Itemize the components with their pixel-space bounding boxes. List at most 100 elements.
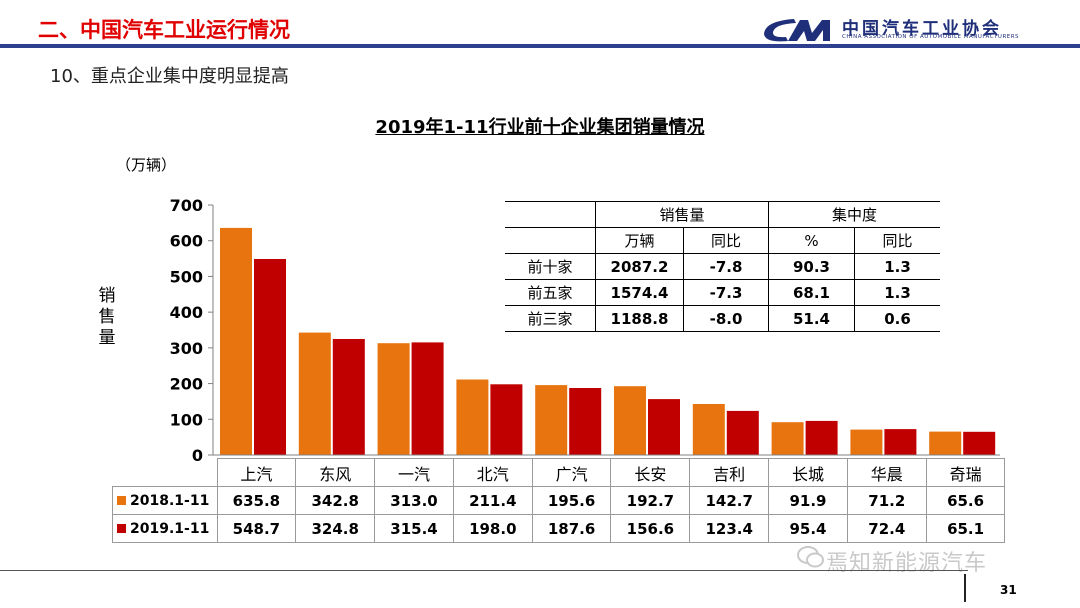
category-label-长安: 长安 bbox=[610, 458, 691, 487]
value-2019-华晨: 72.4 bbox=[846, 514, 927, 543]
concentration-value: -8.0 bbox=[683, 305, 769, 332]
unit-label: （万辆） bbox=[116, 156, 177, 174]
value-2019-上汽: 548.7 bbox=[216, 514, 297, 543]
concentration-row: 前十家 2087.2 -7.8 90.3 1.3 bbox=[505, 253, 940, 280]
value-2018-上汽: 635.8 bbox=[216, 486, 297, 515]
category-label-东风: 东风 bbox=[295, 458, 376, 487]
category-label-奇瑞: 奇瑞 bbox=[925, 458, 1006, 487]
header-divider bbox=[0, 44, 1080, 48]
value-2018-广汽: 195.6 bbox=[531, 486, 612, 515]
sub-header-yoy: 同比 bbox=[854, 227, 940, 254]
bar-2018-长安 bbox=[614, 386, 646, 455]
caam-logo-icon bbox=[764, 19, 830, 42]
watermark-text: 焉知新能源汽车 bbox=[826, 551, 988, 576]
bar-2019-长城 bbox=[805, 420, 838, 455]
concentration-value: -7.3 bbox=[683, 279, 769, 306]
y-tick-label: 300 bbox=[170, 339, 203, 358]
corner-cell bbox=[505, 227, 596, 254]
value-2019-长安: 156.6 bbox=[610, 514, 691, 543]
bar-2018-吉利 bbox=[692, 404, 725, 455]
legend-2018: 2018.1-11 bbox=[112, 486, 218, 515]
bars-layer bbox=[220, 227, 996, 456]
value-2018-长城: 91.9 bbox=[768, 486, 848, 515]
y-tick-label: 0 bbox=[192, 446, 203, 465]
y-ticks-layer: 0 100 200 300 400 500 600 700 bbox=[170, 196, 213, 465]
bar-2019-吉利 bbox=[726, 410, 759, 455]
value-2018-奇瑞: 65.6 bbox=[925, 486, 1006, 515]
value-2018-吉利: 142.7 bbox=[689, 486, 770, 515]
legend-swatch-2018 bbox=[117, 496, 126, 505]
bar-2018-奇瑞 bbox=[929, 431, 962, 455]
concentration-value: 0.6 bbox=[854, 305, 940, 332]
bar-2018-东风 bbox=[298, 332, 331, 455]
concentration-row-label: 前五家 bbox=[505, 279, 596, 306]
y-tick-label: 200 bbox=[170, 375, 203, 394]
bar-2018-广汽 bbox=[535, 385, 568, 455]
bar-2019-奇瑞 bbox=[963, 431, 996, 456]
value-2018-一汽: 313.0 bbox=[374, 486, 454, 515]
bar-2019-广汽 bbox=[569, 388, 602, 455]
concentration-value: 1.3 bbox=[854, 279, 940, 306]
concentration-row-label: 前三家 bbox=[505, 305, 596, 332]
concentration-value: 1574.4 bbox=[595, 279, 684, 306]
bar-2019-北汽 bbox=[490, 384, 523, 455]
category-label-华晨: 华晨 bbox=[846, 458, 927, 487]
value-2019-北汽: 198.0 bbox=[452, 514, 533, 543]
legend-2019: 2019.1-11 bbox=[112, 514, 218, 543]
footer-divider bbox=[0, 570, 968, 571]
value-2018-东风: 342.8 bbox=[295, 486, 376, 515]
concentration-row: 前五家 1574.4 -7.3 68.1 1.3 bbox=[505, 279, 940, 306]
y-tick-label: 100 bbox=[170, 410, 203, 429]
concentration-value: 2087.2 bbox=[595, 253, 684, 280]
concentration-row: 前三家 1188.8 -8.0 51.4 0.6 bbox=[505, 305, 940, 332]
wechat-icon bbox=[797, 546, 824, 568]
bar-2019-长安 bbox=[648, 399, 680, 455]
corner-cell bbox=[505, 201, 596, 228]
bar-2018-北汽 bbox=[456, 379, 489, 455]
category-label-广汽: 广汽 bbox=[531, 458, 612, 487]
bar-2018-一汽 bbox=[377, 343, 410, 455]
value-2019-东风: 324.8 bbox=[295, 514, 376, 543]
concentration-value: 1.3 bbox=[854, 253, 940, 280]
slide-subtitle: 10、重点企业集中度明显提高 bbox=[50, 66, 289, 87]
section-title: 二、中国汽车工业运行情况 bbox=[38, 18, 290, 42]
y-tick-label: 600 bbox=[170, 232, 203, 251]
y-tick-label: 500 bbox=[170, 267, 203, 286]
sub-header-percent: % bbox=[768, 227, 855, 254]
bar-2018-上汽 bbox=[220, 227, 252, 455]
value-2019-长城: 95.4 bbox=[768, 514, 848, 543]
concentration-value: 90.3 bbox=[768, 253, 855, 280]
concentration-value: 1188.8 bbox=[595, 305, 684, 332]
bar-2018-华晨 bbox=[850, 429, 883, 455]
data-table-corner bbox=[112, 458, 218, 487]
bar-2019-华晨 bbox=[884, 429, 917, 455]
chart-title: 2019年1-11行业前十企业集团销量情况 bbox=[375, 117, 705, 138]
data-table: 上汽 东风 一汽 北汽 广汽 长安 吉利 长城 华晨 奇瑞 2018.1-11 635.8 342.8… bbox=[112, 458, 1006, 543]
y-axis-label: 销售量 bbox=[98, 286, 116, 348]
concentration-value: 51.4 bbox=[768, 305, 855, 332]
category-label-长城: 长城 bbox=[768, 458, 848, 487]
concentration-value: -7.8 bbox=[683, 253, 769, 280]
concentration-row-label: 前十家 bbox=[505, 253, 596, 280]
value-2019-奇瑞: 65.1 bbox=[925, 514, 1006, 543]
bar-2019-上汽 bbox=[254, 259, 286, 455]
value-2018-长安: 192.7 bbox=[610, 486, 691, 515]
value-2019-吉利: 123.4 bbox=[689, 514, 770, 543]
value-2018-北汽: 211.4 bbox=[452, 486, 533, 515]
category-label-北汽: 北汽 bbox=[452, 458, 533, 487]
group-header-sales: 销售量 bbox=[595, 201, 769, 228]
category-label-吉利: 吉利 bbox=[689, 458, 770, 487]
bar-2019-一汽 bbox=[411, 342, 444, 455]
value-2019-一汽: 315.4 bbox=[374, 514, 454, 543]
y-tick-label: 400 bbox=[170, 303, 203, 322]
category-label-上汽: 上汽 bbox=[216, 458, 297, 487]
y-tick-label: 700 bbox=[170, 196, 203, 215]
legend-label-2018: 2018.1-11 bbox=[130, 492, 210, 509]
logo-english-name: CHINA ASSOCIATION OF AUTOMOBILE MANUFACT… bbox=[842, 34, 1020, 40]
sub-header-volume: 万辆 bbox=[595, 227, 684, 254]
bar-2019-东风 bbox=[332, 339, 365, 455]
concentration-table: 销售量 集中度 万辆 同比 % 同比 前十家 2087.2 -7.8 90.3 1.3 前… bbox=[505, 201, 940, 332]
legend-swatch-2019 bbox=[117, 524, 126, 533]
logo-chinese-name: 中国汽车工业协会 bbox=[842, 19, 1002, 39]
